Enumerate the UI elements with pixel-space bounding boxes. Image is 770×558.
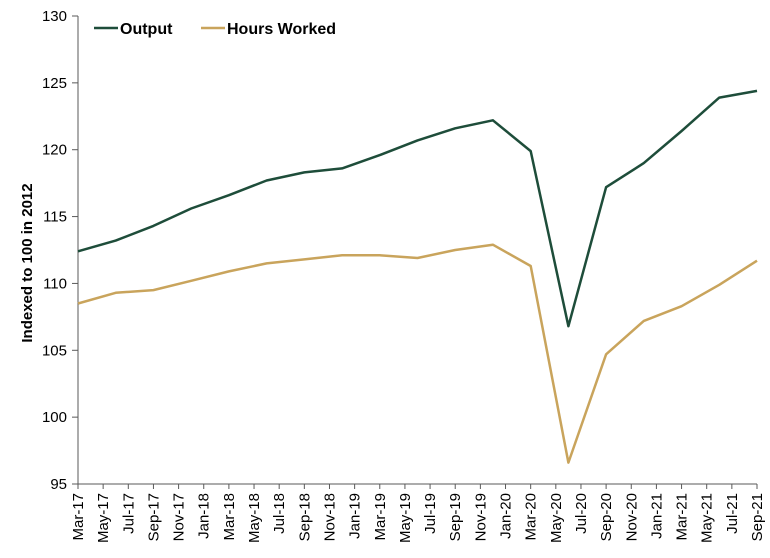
y-axis: 95 100 105 110 115 120 125 130 xyxy=(42,8,79,493)
y-tick-label: 115 xyxy=(43,209,67,226)
x-tick-label: Mar-19 xyxy=(372,493,389,541)
x-tick-label: May-21 xyxy=(699,493,716,543)
x-tick-label: Jan-18 xyxy=(196,493,213,539)
x-tick-label: May-19 xyxy=(397,493,414,543)
y-tick-label: 105 xyxy=(42,342,67,359)
x-tick-label: Sep-21 xyxy=(749,493,766,541)
x-tick-label: Sep-19 xyxy=(447,493,464,541)
x-tick-label: Mar-17 xyxy=(70,493,87,541)
x-axis: Mar-17 May-17 Jul-17 Sep-17 Nov-17 Jan-18 Mar-… xyxy=(70,483,766,543)
y-tick-label: 95 xyxy=(50,476,67,493)
x-tick-label: May-17 xyxy=(95,493,112,543)
x-tick-label: May-20 xyxy=(548,493,565,543)
x-tick-label: Jul-18 xyxy=(271,493,288,534)
x-tick-label: May-18 xyxy=(246,493,263,543)
x-tick-label: Mar-18 xyxy=(221,493,238,541)
x-tick-label: Jan-19 xyxy=(347,493,364,539)
series-lines xyxy=(77,89,758,464)
x-tick-label: Sep-17 xyxy=(145,493,162,541)
x-tick-label: Jul-20 xyxy=(573,493,590,534)
x-tick-label: Nov-20 xyxy=(623,493,640,541)
x-tick-label: Jan-21 xyxy=(648,493,665,539)
x-tick-label: Sep-18 xyxy=(296,493,313,541)
x-tick-label: Nov-17 xyxy=(171,493,188,541)
series-line-output xyxy=(77,89,758,328)
y-tick-label: 125 xyxy=(42,75,67,92)
legend: Output Hours Worked xyxy=(94,21,336,38)
x-tick-label: Mar-21 xyxy=(674,493,691,541)
y-tick-label: 110 xyxy=(43,275,67,292)
y-tick-label: 130 xyxy=(42,8,67,25)
x-tick-label: Nov-19 xyxy=(472,493,489,541)
x-tick-label: Jul-17 xyxy=(120,493,137,534)
legend-label: Output xyxy=(120,21,173,38)
series-line-hours-worked xyxy=(77,243,758,464)
x-tick-label: Sep-20 xyxy=(598,493,615,541)
x-tick-label: Mar-20 xyxy=(523,493,540,541)
x-tick-label: Jul-19 xyxy=(422,493,439,534)
x-tick-label: Jul-21 xyxy=(724,493,741,534)
y-tick-label: 100 xyxy=(42,409,67,426)
y-axis-title: Indexed to 100 in 2012 xyxy=(19,183,36,342)
legend-label: Hours Worked xyxy=(227,21,336,38)
y-tick-label: 120 xyxy=(42,142,67,159)
x-tick-label: Nov-18 xyxy=(321,493,338,541)
x-tick-label: Jan-20 xyxy=(498,493,515,539)
